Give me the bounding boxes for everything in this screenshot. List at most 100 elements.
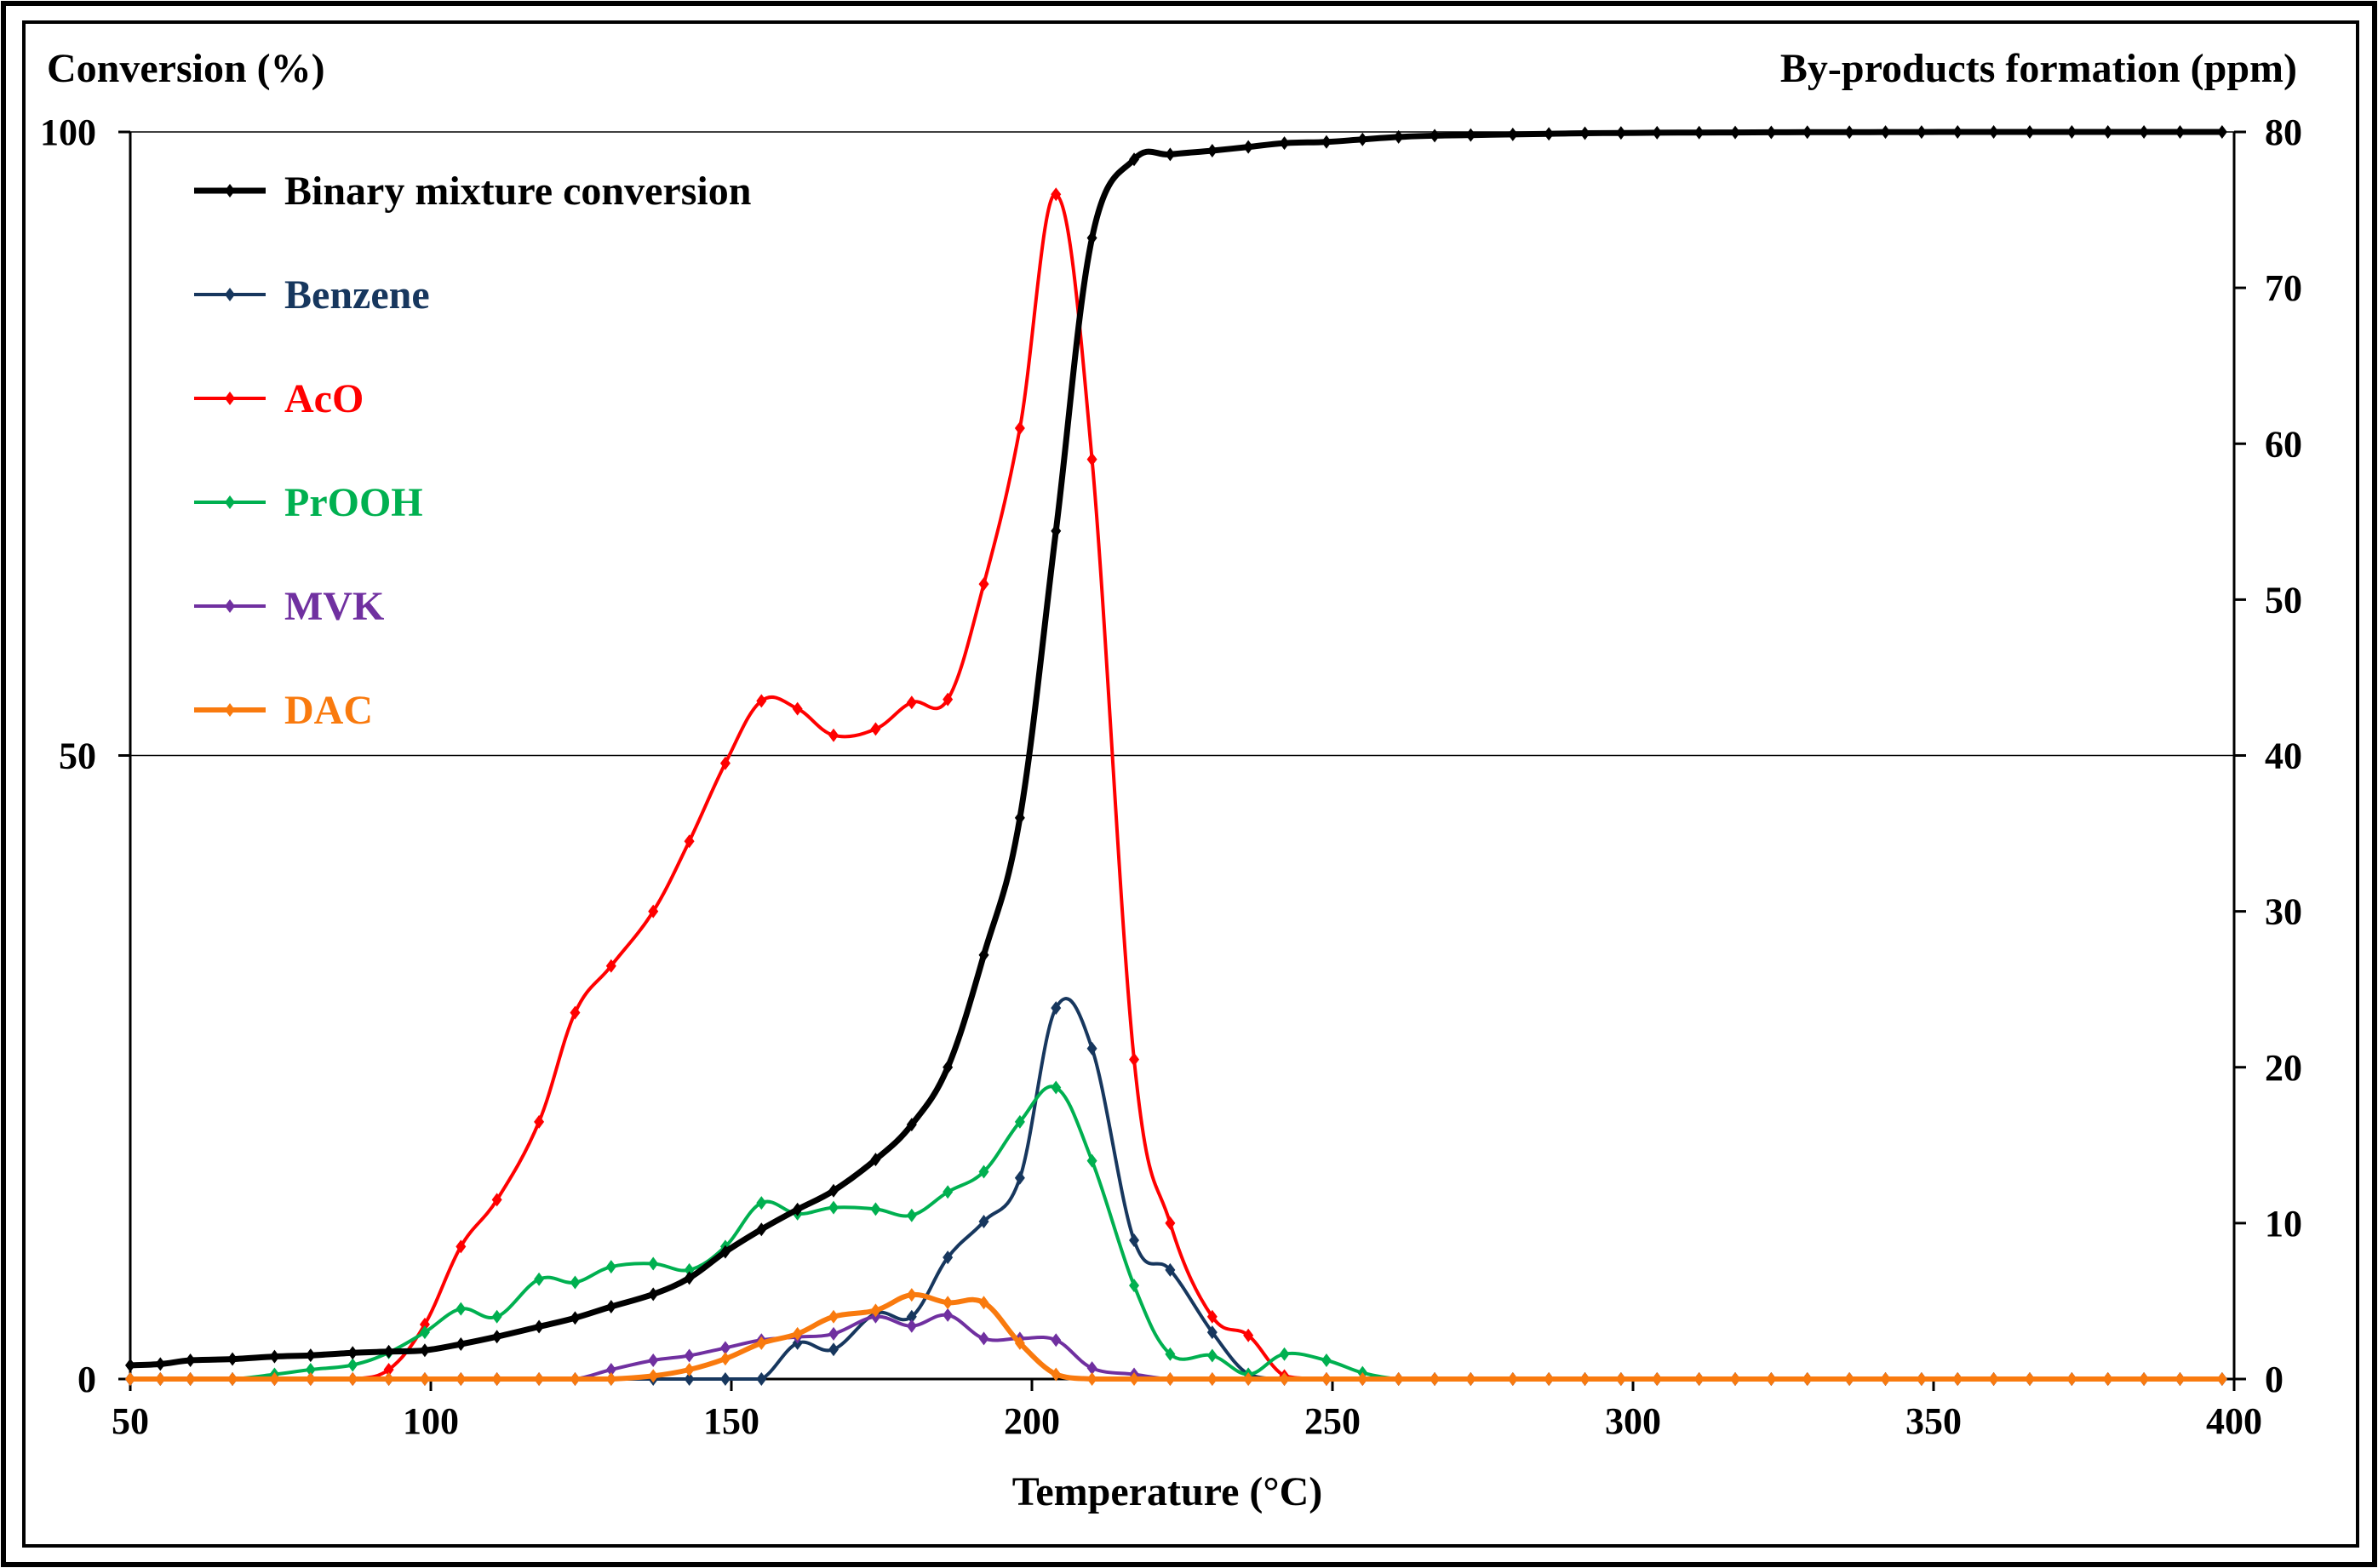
data-point-dac-32 (1321, 1372, 1332, 1386)
data-point-binary-mixture-conversion-25 (1051, 524, 1062, 538)
data-point-dac-25 (1051, 1367, 1062, 1382)
data-point-binary-mixture-conversion-23 (978, 947, 989, 962)
data-point-prooh-14 (648, 1256, 659, 1271)
legend-label-prooh: PrOOH (284, 480, 423, 525)
data-point-binary-mixture-conversion-20 (870, 1153, 881, 1167)
legend-label-binary-mixture-conversion: Binary mixture conversion (284, 169, 751, 214)
data-point-dac-18 (792, 1326, 803, 1341)
legend-item-prooh: PrOOH (194, 480, 423, 525)
data-point-mvk-23 (978, 1331, 989, 1346)
legend-swatch-marker-mvk (225, 599, 235, 613)
data-point-binary-mixture-conversion-52 (2066, 125, 2077, 139)
data-point-dac-10 (491, 1372, 502, 1386)
data-point-binary-mixture-conversion-0 (125, 1358, 135, 1372)
data-point-binary-mixture-conversion-11 (534, 1319, 545, 1334)
series-binary-mixture-conversion (125, 125, 2227, 1372)
data-point-benzene-16 (719, 1372, 731, 1386)
data-point-dac-33 (1357, 1372, 1368, 1386)
data-point-dac-15 (684, 1363, 695, 1377)
data-point-dac-54 (2139, 1372, 2150, 1386)
y2-tick-label-60: 60 (2265, 423, 2302, 465)
legend-label-aco: AcO (284, 376, 364, 421)
data-point-benzene-26 (1086, 1041, 1097, 1056)
data-point-prooh-12 (570, 1275, 581, 1290)
y2-tick-label-80: 80 (2265, 112, 2302, 153)
data-point-prooh-9 (456, 1302, 467, 1316)
data-point-aco-27 (1129, 1052, 1140, 1067)
legend-item-dac: DAC (194, 688, 373, 733)
x-tick-label-100: 100 (403, 1400, 459, 1442)
y2-axis-title: By-products formation (ppm) (1780, 46, 2297, 91)
data-point-binary-mixture-conversion-8 (419, 1343, 430, 1358)
data-point-dac-16 (719, 1352, 731, 1366)
data-point-aco-26 (1086, 452, 1097, 466)
data-point-mvk-22 (943, 1308, 954, 1322)
y2-tick-label-10: 10 (2265, 1203, 2302, 1245)
legend-swatch-marker-binary-mixture-conversion (225, 184, 235, 197)
data-point-binary-mixture-conversion-34 (1393, 129, 1404, 144)
data-point-dac-45 (1802, 1372, 1813, 1386)
data-point-binary-mixture-conversion-33 (1357, 132, 1368, 146)
data-point-binary-mixture-conversion-26 (1086, 231, 1097, 245)
data-point-aco-14 (648, 904, 659, 918)
data-point-binary-mixture-conversion-36 (1465, 128, 1476, 142)
data-point-dac-20 (870, 1303, 881, 1318)
series-layer (125, 125, 2227, 1386)
data-point-dac-41 (1652, 1372, 1663, 1386)
data-point-binary-mixture-conversion-9 (456, 1336, 467, 1351)
data-point-dac-26 (1086, 1372, 1097, 1386)
data-point-dac-51 (2024, 1372, 2035, 1386)
data-point-prooh-5 (305, 1363, 316, 1377)
data-point-binary-mixture-conversion-13 (605, 1300, 616, 1314)
data-point-benzene-21 (906, 1309, 917, 1324)
data-point-benzene-22 (943, 1250, 954, 1265)
axis-layer: 50 100 150 200 250 300 350 40005010001020304050… (40, 112, 2302, 1442)
data-point-binary-mixture-conversion-39 (1579, 126, 1590, 140)
data-point-binary-mixture-conversion-50 (1988, 125, 1999, 139)
data-point-binary-mixture-conversion-3 (227, 1352, 238, 1366)
data-point-dac-24 (1014, 1336, 1025, 1350)
legend-item-binary-mixture-conversion: Binary mixture conversion (194, 169, 751, 214)
data-point-prooh-28 (1165, 1347, 1176, 1361)
data-point-mvk-13 (605, 1363, 616, 1377)
data-point-benzene-29 (1206, 1325, 1218, 1340)
data-point-dac-40 (1615, 1372, 1626, 1386)
data-point-binary-mixture-conversion-15 (684, 1271, 695, 1285)
data-point-aco-10 (491, 1193, 502, 1207)
data-point-binary-mixture-conversion-49 (1952, 125, 1963, 139)
data-point-prooh-24 (1014, 1114, 1025, 1129)
data-point-binary-mixture-conversion-19 (828, 1183, 839, 1198)
data-point-binary-mixture-conversion-4 (269, 1349, 280, 1364)
data-point-binary-mixture-conversion-45 (1802, 125, 1813, 140)
data-point-binary-mixture-conversion-43 (1730, 125, 1741, 140)
data-point-binary-mixture-conversion-27 (1129, 152, 1140, 167)
data-point-binary-mixture-conversion-2 (185, 1353, 196, 1368)
data-point-prooh-29 (1206, 1348, 1218, 1363)
legend-item-benzene: Benzene (194, 272, 430, 318)
data-point-dac-29 (1206, 1372, 1218, 1386)
data-point-prooh-10 (491, 1309, 502, 1324)
data-point-binary-mixture-conversion-30 (1243, 140, 1254, 154)
data-point-prooh-26 (1086, 1153, 1097, 1168)
data-point-dac-35 (1430, 1372, 1441, 1386)
data-point-binary-mixture-conversion-5 (305, 1348, 316, 1363)
data-point-dac-55 (2175, 1372, 2186, 1386)
x-tick-label-200: 200 (1004, 1400, 1060, 1442)
legend-label-benzene: Benzene (284, 272, 430, 318)
data-point-binary-mixture-conversion-24 (1014, 810, 1025, 825)
data-point-binary-mixture-conversion-28 (1165, 147, 1176, 162)
data-point-dac-56 (2216, 1372, 2227, 1386)
data-point-binary-mixture-conversion-12 (570, 1311, 581, 1325)
data-point-binary-mixture-conversion-56 (2216, 125, 2227, 139)
data-point-aco-20 (870, 722, 881, 736)
data-point-binary-mixture-conversion-1 (155, 1357, 166, 1371)
series-dac (125, 1288, 2227, 1386)
data-point-prooh-21 (906, 1208, 917, 1222)
data-point-binary-mixture-conversion-16 (719, 1245, 731, 1259)
data-point-dac-3 (227, 1372, 238, 1386)
data-point-benzene-15 (684, 1372, 695, 1386)
data-point-prooh-23 (978, 1165, 989, 1179)
data-point-dac-53 (2102, 1372, 2113, 1386)
series-benzene (125, 997, 2227, 1386)
x-tick-label-250: 250 (1304, 1400, 1361, 1442)
